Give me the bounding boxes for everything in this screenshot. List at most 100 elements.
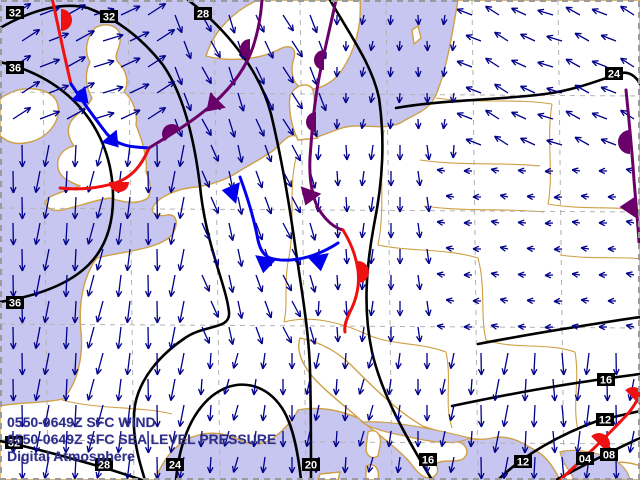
isobar-label: 16 — [419, 453, 437, 467]
wind-arrow — [387, 14, 394, 26]
wind-arrow — [282, 66, 294, 84]
wind-arrow — [537, 60, 554, 68]
wind-arrow — [86, 378, 95, 401]
occluded-front-semicircle-marker — [618, 130, 630, 154]
wind-arrow — [477, 456, 485, 480]
wind-arrow — [607, 297, 617, 305]
wind-arrow — [62, 430, 70, 454]
wind-arrow — [416, 170, 423, 187]
wind-arrow — [425, 144, 432, 161]
occluded-front-semicircle-marker — [240, 39, 250, 59]
svg-text:28: 28 — [197, 9, 209, 21]
wind-arrow — [625, 271, 635, 278]
occluded-front-semicircle-marker — [306, 112, 316, 132]
occluded-front — [147, 0, 264, 150]
wind-arrow — [368, 300, 375, 317]
wind-arrow — [62, 326, 70, 350]
wind-arrow — [115, 326, 123, 350]
caption-valid-time-wind: 0550-0649Z SFC WIND — [7, 414, 156, 430]
wind-arrow — [520, 33, 536, 42]
wind-arrow — [210, 196, 220, 214]
cold-front-triangle-marker — [221, 182, 240, 204]
wind-arrow — [255, 274, 264, 293]
wind-arrow — [144, 274, 152, 298]
wind-arrow — [183, 40, 192, 60]
wind-arrow — [511, 111, 527, 120]
wind-arrow — [517, 219, 527, 227]
wind-arrow — [168, 378, 176, 401]
wind-arrow — [71, 300, 79, 324]
wind-arrow — [95, 352, 104, 375]
landmass-corsica — [365, 430, 382, 459]
wind-arrow — [494, 83, 509, 94]
wind-arrow — [71, 248, 79, 272]
wind-arrow — [183, 92, 192, 112]
wind-arrow — [231, 456, 239, 473]
wind-arrow — [423, 353, 431, 370]
wind-arrow — [42, 144, 50, 167]
wind-arrow — [456, 60, 473, 68]
wind-arrow — [9, 378, 17, 402]
cold-front-triangle-marker — [307, 253, 329, 272]
graticule-meridian — [41, 0, 49, 480]
wind-arrow — [546, 138, 563, 146]
wind-arrow — [33, 274, 41, 297]
wind-arrow — [553, 297, 563, 305]
isobar-line — [186, 0, 313, 480]
svg-text:16: 16 — [600, 375, 612, 387]
wind-arrow — [168, 430, 176, 453]
wind-arrow — [387, 118, 394, 130]
wind-arrow — [499, 245, 509, 252]
wind-arrow — [42, 300, 50, 323]
wind-arrow — [332, 378, 340, 396]
wind-arrow — [448, 404, 456, 422]
wind-arrow — [511, 7, 527, 16]
wind-arrow — [291, 92, 303, 110]
wind-arrow — [425, 248, 432, 265]
wind-arrow — [86, 274, 95, 297]
wind-arrow — [517, 271, 527, 279]
country-border — [61, 399, 173, 415]
wind-arrow — [450, 40, 457, 52]
wind-arrow — [291, 300, 302, 318]
wind-arrow — [526, 245, 536, 253]
wind-arrow — [425, 196, 432, 213]
wind-arrow — [42, 456, 50, 479]
landmass-gotland — [411, 25, 422, 45]
wind-arrow — [71, 456, 79, 480]
wind-arrow — [450, 144, 457, 159]
landmass-ireland — [0, 88, 60, 145]
wind-arrow — [357, 430, 365, 447]
wind-arrow — [526, 297, 536, 305]
wind-arrow — [264, 92, 274, 111]
wind-arrow — [396, 197, 404, 213]
wind-arrow — [255, 170, 264, 189]
wind-arrow — [210, 144, 220, 162]
cold-front-triangle-marker — [70, 85, 89, 104]
wind-arrow — [222, 378, 230, 395]
wind-arrow — [439, 378, 447, 396]
wind-arrow — [560, 352, 567, 376]
wind-arrow — [612, 352, 620, 376]
wind-arrow — [414, 118, 422, 130]
fronts-layer — [50, 0, 640, 480]
wind-arrow — [120, 57, 141, 68]
wind-arrow — [33, 326, 41, 349]
wind-arrow — [177, 352, 185, 375]
wind-arrow — [494, 135, 509, 146]
wind-arrow — [115, 222, 123, 246]
wind-arrow — [485, 109, 500, 120]
wind-arrow — [395, 404, 402, 422]
wind-arrow — [598, 323, 608, 331]
wind-arrow — [580, 193, 590, 200]
isobar-label: 32 — [5, 436, 23, 450]
wind-arrow — [436, 219, 446, 226]
svg-text:20: 20 — [305, 460, 317, 472]
wind-arrow — [124, 248, 132, 272]
wind-arrow — [129, 83, 150, 94]
wind-arrow — [124, 352, 132, 376]
isobar-label: 12 — [596, 413, 614, 427]
wind-arrow — [168, 170, 176, 193]
